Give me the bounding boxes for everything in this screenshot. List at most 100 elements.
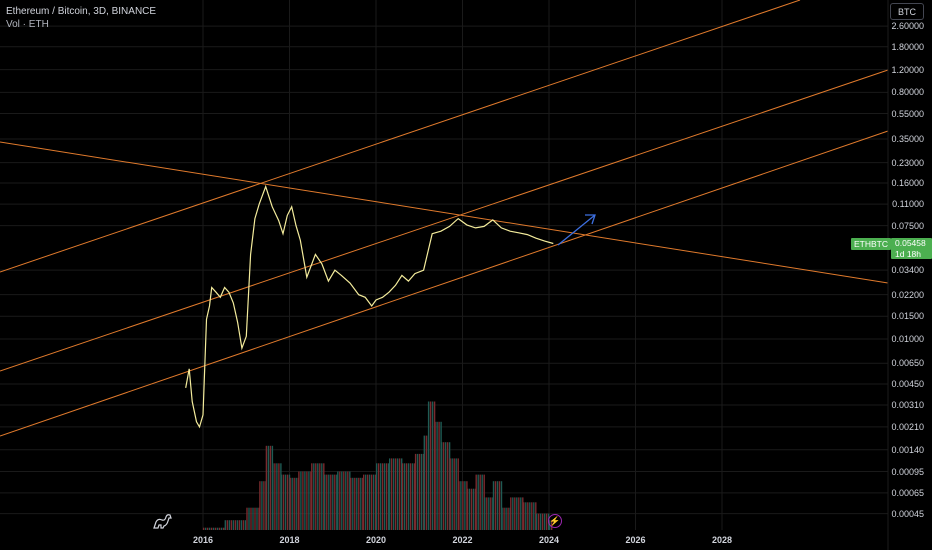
- time-tick-label: 2028: [711, 535, 733, 545]
- volume-bar: [503, 507, 505, 530]
- price-tick-label: 0.00140: [891, 444, 924, 455]
- volume-bar: [306, 471, 308, 530]
- volume-bar: [481, 474, 483, 530]
- volume-bar: [455, 458, 457, 530]
- lower-channel-line: [0, 130, 889, 437]
- volume-bar: [240, 520, 242, 530]
- volume-bar: [217, 527, 219, 530]
- forecast-arrow: [557, 214, 596, 246]
- volume-bar: [236, 520, 238, 530]
- price-tick-label: 0.00310: [891, 399, 924, 410]
- price-tick-label: 0.55000: [891, 108, 924, 119]
- volume-bar: [393, 458, 395, 530]
- tradingview-logo-icon[interactable]: [152, 512, 174, 530]
- volume-bar: [311, 463, 313, 530]
- time-tick-label: 2016: [192, 535, 214, 545]
- volume-bar: [423, 435, 425, 530]
- volume-bar: [391, 458, 393, 530]
- volume-bar: [371, 474, 373, 530]
- volume-bar: [510, 497, 512, 530]
- volume-bar: [376, 463, 378, 530]
- volume-bar: [531, 502, 533, 530]
- volume-bar: [420, 453, 423, 530]
- volume-bar: [295, 477, 297, 530]
- volume-bar: [330, 474, 332, 530]
- volume-bar: [507, 507, 509, 530]
- price-tick-label: 0.00065: [891, 487, 924, 498]
- currency-button[interactable]: BTC: [890, 3, 924, 20]
- volume-bar: [470, 488, 473, 530]
- trendlines: [0, 0, 889, 437]
- volume-bar: [280, 474, 283, 530]
- price-tick-label: 0.01000: [891, 334, 924, 345]
- volume-bar: [323, 463, 325, 530]
- volume-bar: [486, 497, 488, 530]
- volume-bar: [444, 442, 447, 530]
- volume-bar: [274, 463, 276, 530]
- volume-bar: [223, 527, 225, 530]
- price-line: [185, 184, 554, 429]
- volume-bar: [384, 463, 386, 530]
- middle-channel-line: [0, 69, 889, 372]
- volume-bar: [509, 507, 511, 530]
- volume-bar: [475, 474, 477, 530]
- volume-bar: [352, 477, 354, 530]
- volume-bar: [501, 507, 503, 530]
- price-tick-label: 0.01500: [891, 311, 924, 322]
- volume-bar: [259, 481, 261, 530]
- volume-bar: [533, 502, 535, 530]
- volume-bar: [319, 463, 321, 530]
- volume-bar: [337, 471, 339, 530]
- volume-bar: [265, 445, 268, 530]
- volume-bar: [546, 513, 548, 530]
- volume-bar: [250, 507, 252, 530]
- price-tick-label: 2.60000: [891, 21, 924, 32]
- volume-bar: [512, 497, 514, 530]
- volume-bar: [203, 527, 205, 530]
- last-price: 0.05458: [895, 238, 926, 248]
- volume-bar: [310, 471, 312, 530]
- volume-bar: [453, 458, 455, 530]
- price-tick-label: 0.16000: [891, 178, 924, 188]
- volume-bar: [345, 471, 347, 530]
- volume-bar: [409, 463, 412, 530]
- volume-bar: [226, 520, 228, 530]
- volume-bar: [388, 463, 390, 530]
- volume-bar: [347, 471, 349, 530]
- volume-bar: [401, 463, 404, 530]
- volume-bar: [525, 502, 527, 530]
- volume-bar: [291, 477, 293, 530]
- volume-bar: [293, 477, 295, 530]
- volume-bar: [286, 474, 289, 530]
- volume-bar: [302, 471, 304, 530]
- volume-bar: [267, 445, 270, 530]
- volume-bar: [354, 477, 356, 530]
- volume-bar: [466, 488, 469, 530]
- volume-bar: [523, 502, 525, 530]
- volume-bar: [490, 497, 492, 530]
- volume-bar: [538, 513, 540, 530]
- volume-bar: [429, 401, 432, 530]
- volume-bar: [373, 474, 375, 530]
- volume-bar: [248, 507, 250, 530]
- volume-bar: [234, 520, 236, 530]
- volume-bar: [446, 442, 449, 530]
- bar-countdown: 1d 18h: [895, 248, 921, 259]
- volume-bar: [324, 474, 326, 530]
- time-tick-label: 2026: [625, 535, 646, 545]
- volume-bar: [258, 507, 260, 530]
- volume-bar: [313, 463, 315, 530]
- volume-bar: [399, 458, 401, 530]
- price-tick-label: 0.00095: [891, 466, 924, 477]
- price-tick-label: 0.00450: [891, 379, 924, 389]
- volume-bar: [365, 474, 367, 530]
- lightning-event-icon[interactable]: ⚡: [548, 514, 562, 528]
- volume-bar: [464, 481, 466, 530]
- volume-bar: [261, 481, 263, 530]
- volume-bar: [276, 463, 278, 530]
- price-tick-label: 0.80000: [891, 87, 924, 98]
- volume-bar: [321, 463, 323, 530]
- volume-bar: [536, 513, 538, 530]
- volume-bar: [413, 463, 416, 530]
